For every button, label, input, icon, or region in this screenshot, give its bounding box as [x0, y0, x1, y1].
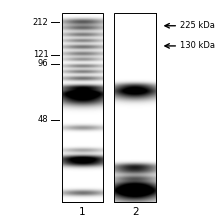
Bar — [114, 13, 156, 202]
Text: 225 kDa: 225 kDa — [180, 21, 215, 30]
Text: 1: 1 — [79, 207, 86, 217]
Text: 96: 96 — [38, 59, 48, 68]
Text: 212: 212 — [33, 18, 48, 27]
Bar — [62, 13, 103, 202]
Bar — [62, 13, 103, 202]
Text: 48: 48 — [38, 115, 48, 124]
Bar — [114, 13, 156, 202]
Text: 121: 121 — [33, 50, 48, 59]
Text: 2: 2 — [132, 207, 139, 217]
Text: 130 kDa: 130 kDa — [180, 41, 215, 50]
